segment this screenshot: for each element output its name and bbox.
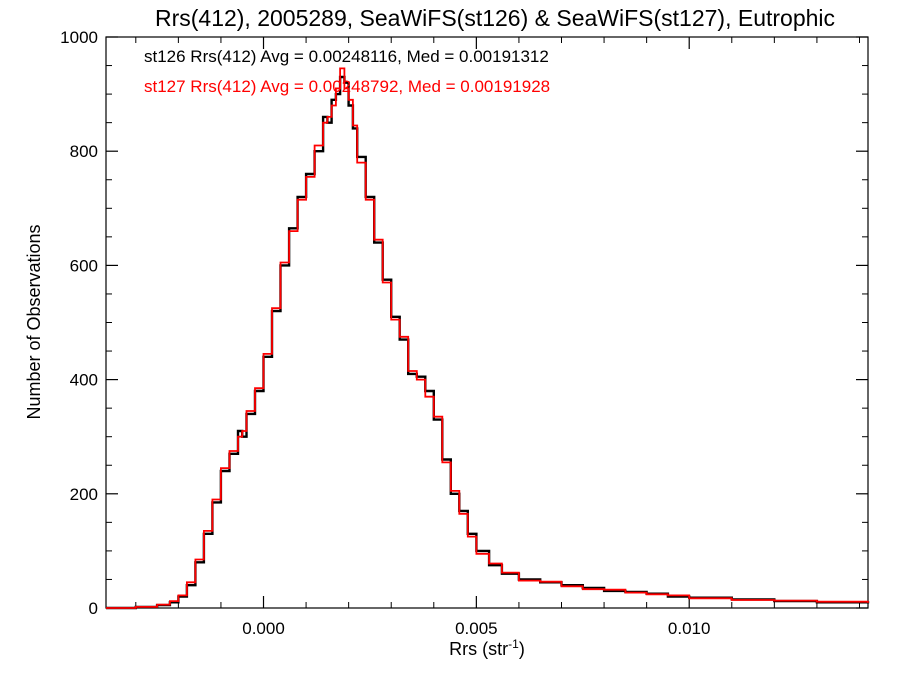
y-tick-label: 800 (70, 142, 98, 161)
x-axis-label-tail: ) (519, 639, 525, 659)
plot-frame (105, 36, 869, 609)
x-tick-label: 0.000 (242, 619, 285, 638)
series-line-st126 (106, 75, 870, 610)
y-tick-label: 600 (70, 256, 98, 275)
x-tick-label: 0.005 (455, 619, 498, 638)
x-axis-ticks: 0.000 0.005 0.010 (135, 37, 860, 638)
y-axis-label: Number of Observations (24, 224, 44, 419)
y-tick-label: 400 (70, 371, 98, 390)
annotation-st127: st127 Rrs(412) Avg = 0.00248792, Med = 0… (144, 77, 550, 96)
annotation-st126: st126 Rrs(412) Avg = 0.00248116, Med = 0… (144, 47, 549, 66)
x-axis-label-main: Rrs (str (449, 639, 508, 659)
x-axis-label-superscript: -1 (508, 637, 519, 651)
series-line-st127 (106, 67, 869, 609)
chart-title: Rrs(412), 2005289, SeaWiFS(st126) & SeaW… (155, 5, 835, 31)
y-axis-ticks: 0 200 400 600 800 1000 (60, 28, 868, 618)
y-tick-label: 200 (70, 485, 98, 504)
y-tick-label: 0 (89, 599, 98, 618)
x-axis-label: Rrs (str-1) (449, 637, 525, 659)
y-tick-label: 1000 (60, 28, 98, 47)
x-tick-label: 0.010 (668, 619, 711, 638)
